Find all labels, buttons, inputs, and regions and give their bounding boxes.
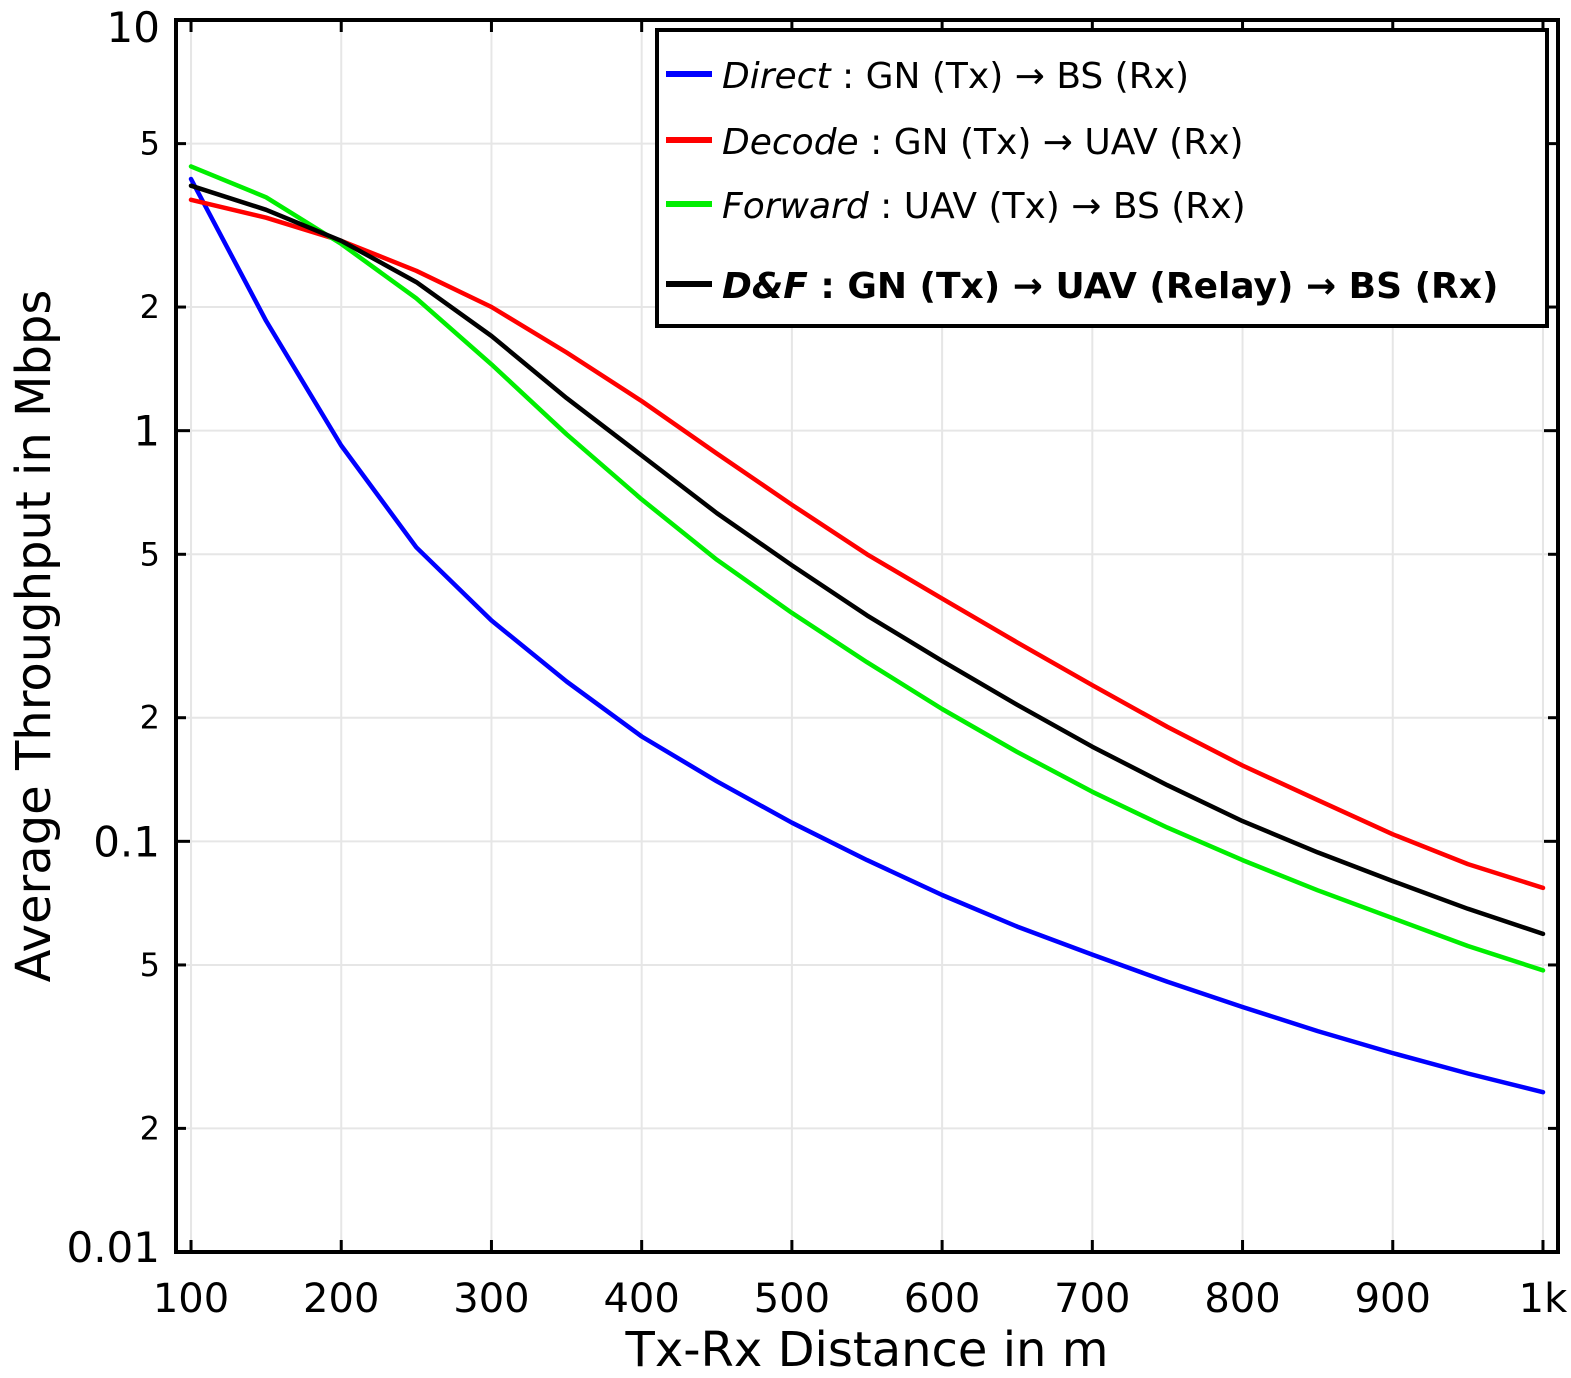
series-line-0 xyxy=(188,176,1546,1095)
x-axis-title: Tx-Rx Distance in m xyxy=(625,1322,1109,1378)
y-tick-label: 1 xyxy=(133,407,160,456)
y-minor-tick-label: 5 xyxy=(140,535,160,573)
series-line-1 xyxy=(188,197,1546,891)
y-tick-label: 0.1 xyxy=(93,817,160,866)
x-tick-label: 300 xyxy=(453,1276,529,1322)
x-tick-label: 400 xyxy=(603,1276,679,1322)
y-tick-label: 10 xyxy=(107,3,160,52)
y-minor-tick-label: 5 xyxy=(140,125,160,163)
legend: Direct : GN (Tx) → BS (Rx) Decode : GN (T… xyxy=(655,28,1549,328)
tick-labels: 100 200 300 400 500 600 700 800 900 1k 10 1 0.1 0.01 5… xyxy=(66,3,1568,1322)
y-axis-title: Average Throughput in Mbps xyxy=(6,290,62,983)
x-tick-label: 500 xyxy=(754,1276,830,1322)
y-tick-label: 0.01 xyxy=(66,1223,160,1272)
y-minor-tick-label: 5 xyxy=(140,946,160,984)
x-tick-label: 600 xyxy=(904,1276,980,1322)
y-minor-tick-label: 2 xyxy=(140,699,160,737)
x-tick-label: 900 xyxy=(1355,1276,1431,1322)
series-line-2 xyxy=(188,164,1546,973)
legend-entry-2: Forward : UAV (Tx) → BS (Rx) xyxy=(722,186,1246,227)
x-tick-label: 1k xyxy=(1519,1276,1568,1322)
axis-ticks xyxy=(176,18,1558,1254)
legend-box xyxy=(655,28,1549,328)
legend-entry-1: Decode : GN (Tx) → UAV (Rx) xyxy=(722,122,1244,163)
y-minor-tick-label: 2 xyxy=(140,1109,160,1147)
series-layer xyxy=(188,164,1546,1095)
legend-entry-0: Direct : GN (Tx) → BS (Rx) xyxy=(722,56,1189,97)
y-minor-tick-label: 2 xyxy=(140,288,160,326)
plot-frame xyxy=(174,18,1560,1254)
legend-entry-3: D&F : GN (Tx) → UAV (Relay) → BS (Rx) xyxy=(722,266,1498,307)
x-tick-label: 100 xyxy=(153,1276,229,1322)
x-tick-label: 700 xyxy=(1054,1276,1130,1322)
x-tick-label: 800 xyxy=(1204,1276,1280,1322)
x-tick-label: 200 xyxy=(303,1276,379,1322)
series-line-3 xyxy=(188,183,1546,937)
